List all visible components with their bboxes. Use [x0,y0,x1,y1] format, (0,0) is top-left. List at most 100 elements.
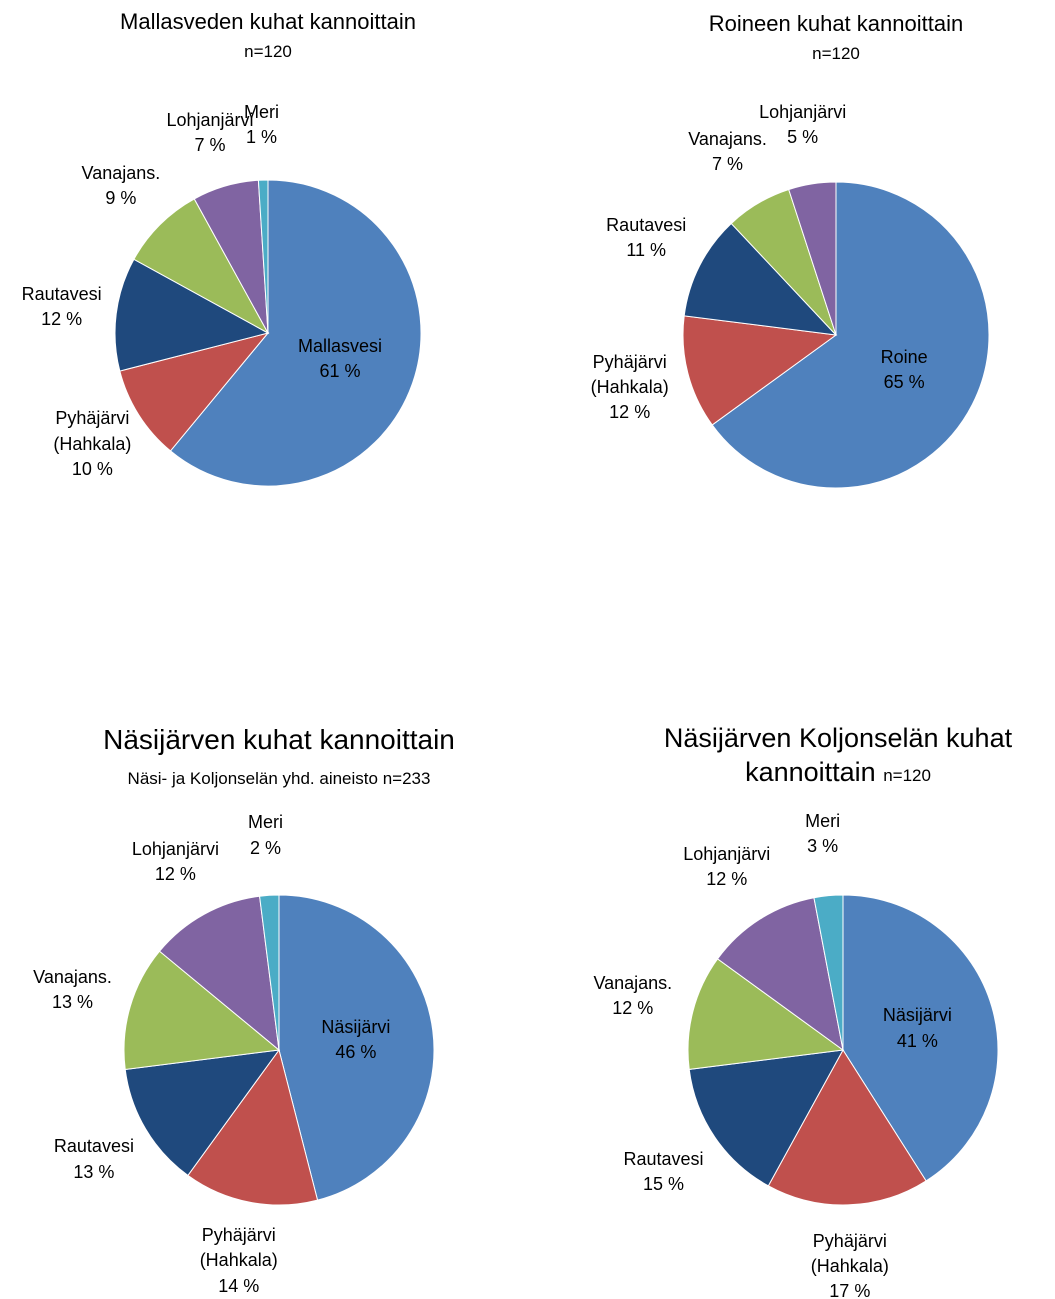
value-label: 61 % [319,360,361,381]
slice-label: Näsijärvi 41 % [883,1003,952,1053]
value-label: 12 % [612,998,654,1019]
category-label: Vanajans. [593,972,673,993]
pie-slice [842,894,999,1182]
category-label: Vanajans. [688,128,767,149]
category-label: Mallasvesi [297,335,382,356]
category-label: Pyhäjärvi (Hahkala) [199,1225,278,1271]
value-label: 7 % [712,153,744,174]
value-label: 13 % [73,1161,115,1182]
value-label: 5 % [787,126,819,147]
subtitle: n=120 [883,765,931,785]
slice-label: Vanajans. 12 % [593,971,672,1021]
slice-label: Pyhäjärvi (Hahkala) 10 % [36,407,148,483]
slice-label: Lohjanjärvi 5 % [759,99,846,149]
title-text: Näsijärven kuhat kannoittain [103,724,455,755]
category-label: Lohjanjärvi [166,110,254,131]
pie-slice [716,897,844,1052]
value-label: 9 % [105,187,137,208]
value-label: 10 % [71,459,113,480]
pie-slice [257,179,269,334]
slice-label: Lohjanjärvi 7 % [166,108,253,158]
subtitle: Näsi- ja Koljonselän yhd. aineisto n=233 [127,769,431,788]
value-label: 14 % [218,1275,260,1296]
pie-slice [124,1049,281,1177]
title-text: Roineen kuhat kannoittain [708,11,964,36]
category-label: Lohjanjärvi [683,843,771,864]
pie-slice [687,958,845,1070]
pie-slice [187,1048,319,1206]
pie-slice [788,181,837,336]
value-label: 12 % [154,863,196,884]
slice-label: Näsijärvi 46 % [321,1015,390,1065]
slice-label: Vanajans. 13 % [33,965,112,1015]
category-label: Pyhäjärvi (Hahkala) [810,1231,889,1277]
pie-slice [683,222,838,336]
category-label: Meri [248,812,283,833]
slice-label: Rautavesi 13 % [54,1134,134,1184]
pie-slice [169,179,422,487]
value-label: 12 % [609,402,651,423]
value-label: 15 % [642,1173,685,1194]
value-label: 65 % [883,371,925,392]
chart-title: Roineen kuhat kannoittain n=120 [610,10,1055,65]
category-label: Vanajans. [81,162,161,183]
category-label: Näsijärvi [321,1017,391,1038]
pie-slice [682,315,838,426]
value-label: 41 % [896,1030,938,1051]
pie-slice [813,894,844,1051]
slice-label: Pyhäjärvi (Hahkala) 12 % [574,350,686,426]
title-text: Mallasveden kuhat kannoittain [120,9,416,34]
slice-label: Meri 1 % [244,100,279,150]
category-label: Rautavesi [21,283,102,304]
subtitle: n=120 [244,41,292,61]
value-label: 7 % [194,135,226,156]
slice-label: Mallasvesi 61 % [298,334,382,384]
category-label: Pyhäjärvi (Hahkala) [53,408,132,454]
value-label: 11 % [626,240,667,261]
chart-title: Näsijärven kuhat kannoittain Näsi- ja Kol… [20,722,538,792]
pie-slice [114,258,270,372]
category-label: Näsijärvi [882,1005,952,1026]
chart-title: Näsijärven Koljonselän kuhat kannoittain… [622,722,1054,790]
title-text: Näsijärven Koljonselän kuhat kannoittain [663,723,1013,787]
slice-label: Meri 2 % [248,810,283,860]
slice-label: Vanajans. 9 % [82,161,161,211]
category-label: Roine [880,346,928,367]
category-label: Pyhäjärvi (Hahkala) [590,352,669,398]
value-label: 12 % [706,868,748,889]
pie-slice [711,181,990,489]
value-label: 13 % [52,992,94,1013]
slice-label: Rautavesi 11 % [606,213,686,263]
slice-label: Meri 3 % [805,809,840,859]
value-label: 2 % [249,837,282,858]
value-label: 46 % [335,1042,377,1063]
slice-label: Pyhäjärvi (Hahkala) 14 % [183,1223,295,1299]
pie-slice [123,950,281,1070]
pie-slice [119,332,270,452]
pie-slice [688,1049,844,1187]
slice-label: Roine 65 % [881,345,928,395]
chart-title: Mallasveden kuhat kannoittain n=120 [40,8,496,63]
slice-label: Lohjanjärvi 12 % [683,842,770,892]
value-label: 17 % [829,1281,871,1299]
category-label: Rautavesi [623,1148,704,1169]
category-label: Vanajans. [33,966,112,987]
category-label: Lohjanjärvi [759,101,847,122]
slice-label: Rautavesi 15 % [623,1147,703,1197]
pie-slice [158,895,280,1052]
pie-slice [278,894,435,1201]
subtitle: n=120 [812,43,860,63]
value-label: 3 % [807,835,839,856]
slice-label: Pyhäjärvi (Hahkala) 17 % [794,1229,906,1299]
category-label: Meri [805,810,841,831]
category-label: Rautavesi [53,1136,134,1157]
slice-label: Rautavesi 12 % [22,282,102,332]
pie-slice [767,1049,927,1206]
category-label: Rautavesi [606,215,687,236]
slice-label: Lohjanjärvi 12 % [132,836,219,886]
value-label: 1 % [245,127,277,148]
category-label: Meri [243,101,279,122]
slice-label: Vanajans. 7 % [688,126,767,176]
